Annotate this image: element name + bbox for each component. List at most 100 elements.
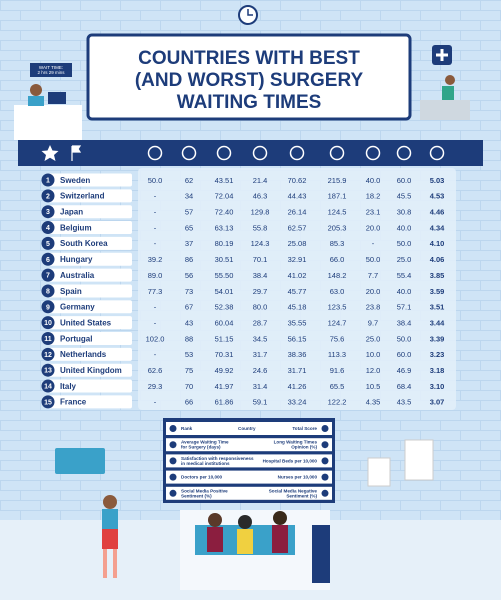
cell: 26.14	[288, 208, 307, 217]
rank: 4	[46, 225, 50, 232]
country-box	[48, 300, 132, 314]
cell: 3.85	[430, 271, 445, 280]
country-box	[48, 189, 132, 203]
cell: 43.51	[215, 176, 234, 185]
cell: 187.1	[328, 192, 347, 201]
cell: 35.55	[288, 318, 307, 327]
cell: 34.5	[253, 334, 268, 343]
cell: 50.0	[397, 334, 412, 343]
rank: 15	[44, 399, 52, 406]
rank-badge	[41, 395, 55, 409]
cell: 31.7	[253, 350, 268, 359]
cell: 88	[185, 334, 193, 343]
cell: 3.23	[430, 350, 445, 359]
cell: 31.4	[253, 382, 268, 391]
rank-badge	[41, 268, 55, 282]
rank-badge	[41, 300, 55, 314]
country-box	[48, 347, 132, 361]
country: United Kingdom	[60, 366, 122, 375]
xray	[404, 439, 434, 481]
rank-badge	[41, 379, 55, 393]
country-box	[48, 284, 132, 298]
cell: 80.0	[253, 303, 268, 312]
rank: 1	[46, 178, 50, 185]
rank: 2	[46, 193, 50, 200]
cell: 38.4	[253, 271, 268, 280]
legend-text: Average Waiting Time for Surgery (days)	[181, 440, 229, 450]
cell: 46.9	[397, 366, 412, 375]
legend-text: Social Media Negative Sentiment (%)	[269, 488, 318, 498]
cell: 10.0	[366, 350, 381, 359]
cell: 3.44	[430, 318, 445, 327]
cell: 80.19	[215, 239, 234, 248]
cell: 3.18	[430, 366, 445, 375]
column-icon	[147, 145, 163, 161]
column-icon	[216, 145, 232, 161]
cell: 44.43	[288, 192, 307, 201]
cell: 129.8	[251, 208, 270, 217]
legend-icon	[321, 457, 329, 465]
country-box	[48, 173, 132, 187]
rank: 9	[46, 304, 50, 311]
cell: 45.5	[397, 192, 412, 201]
cell: 12.0	[366, 366, 381, 375]
rank-badge	[41, 332, 55, 345]
column-icon	[365, 145, 381, 161]
title: COUNTRIES WITH BEST(AND WORST) SURGERYWA…	[135, 48, 364, 113]
cell: 73	[185, 287, 193, 296]
cell: 40.0	[397, 287, 412, 296]
rank-badge	[41, 173, 55, 187]
cell: 54.01	[215, 287, 234, 296]
legend-icon	[169, 457, 177, 465]
legend-text: Long Waiting Times Opinion (%)	[274, 440, 318, 450]
legend-icon	[321, 425, 329, 432]
legend-row	[166, 438, 332, 452]
cell: 148.2	[328, 271, 347, 280]
cell: 50.0	[397, 239, 412, 248]
cell: 23.8	[366, 303, 381, 312]
rank-badge	[41, 221, 55, 235]
cell: 7.7	[368, 271, 378, 280]
country: Sweden	[60, 176, 90, 185]
country: Australia	[60, 271, 95, 280]
rank-badge	[41, 252, 55, 266]
cell: 77.3	[148, 287, 163, 296]
rank: 6	[46, 257, 50, 264]
rank: 12	[44, 352, 52, 359]
cell: 45.18	[288, 303, 307, 312]
cell: 124.5	[328, 208, 347, 217]
country-box	[48, 221, 132, 235]
laptop	[48, 92, 66, 104]
nurse	[445, 75, 455, 85]
rank: 10	[44, 320, 52, 327]
legend-text: Rank	[181, 426, 193, 431]
table: 1 Sweden 50.0 62 43.51 21.4 70.62 215.9 40.0 60.0…	[41, 173, 445, 409]
legend-text: Total Score	[292, 426, 317, 431]
cell: 62.57	[288, 223, 307, 232]
bed	[420, 100, 470, 120]
cell: 3.39	[430, 334, 445, 343]
title-line: (AND WORST) SURGERY	[135, 70, 364, 91]
country-box	[48, 268, 132, 282]
cell: -	[154, 239, 157, 248]
cell: 25.0	[397, 255, 412, 264]
cell: 28.7	[253, 318, 268, 327]
cell: 39.2	[148, 255, 163, 264]
cell: 67	[185, 303, 193, 312]
legend-text: Satisfaction with responsiveness in medic…	[181, 456, 254, 466]
country: South Korea	[60, 239, 108, 248]
legend: Rank Country Total Score Average Waiting Ti…	[166, 422, 332, 500]
header-bar	[18, 140, 483, 166]
cell: 56	[185, 271, 193, 280]
cell: 5.03	[430, 176, 445, 185]
cell: 62.6	[148, 366, 163, 375]
legend-icon	[169, 473, 177, 481]
column-icon	[396, 145, 412, 161]
country: Hungary	[60, 255, 93, 264]
cell: 68.4	[397, 382, 412, 391]
cell: 70.62	[288, 176, 307, 185]
legend-text: Hospital Beds per 10,000	[263, 458, 318, 463]
legend-text: Country	[238, 426, 256, 431]
rank-badge	[41, 316, 55, 330]
